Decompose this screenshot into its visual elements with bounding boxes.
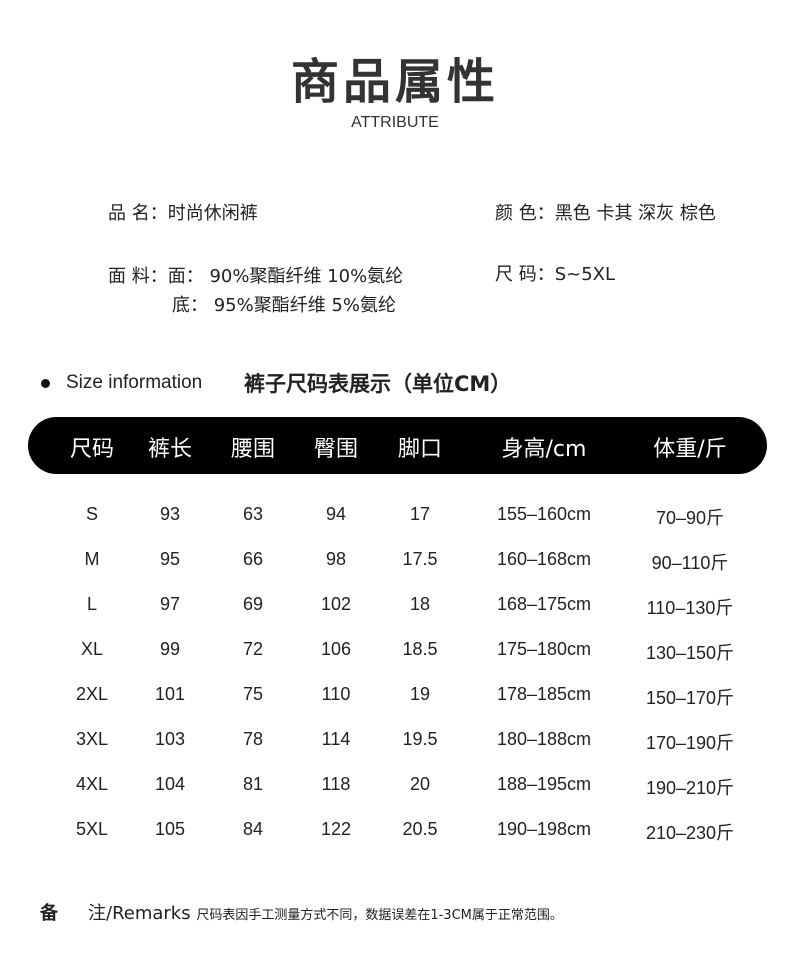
attr-size: 尺 码：S~5XL	[495, 264, 616, 285]
column-header: 脚口	[397, 437, 443, 462]
table-cell: 102	[320, 594, 352, 614]
table-cell: 72	[242, 639, 264, 659]
attr-color: 颜 色：黑色 卡其 深灰 棕色	[495, 203, 716, 224]
table-cell: 5XL	[75, 819, 109, 839]
table-cell: M	[84, 549, 100, 569]
table-cell: 66	[242, 549, 264, 569]
table-cell: XL	[80, 639, 104, 659]
size-table-header: 尺码 裤长 腰围 臀围 脚口 身高/cm 体重/斤	[28, 417, 767, 474]
table-cell: 81	[242, 774, 264, 794]
remarks-label-a: 备	[40, 903, 58, 924]
size-table-title: 裤子尺码表展示（单位CM）	[244, 372, 512, 396]
table-cell: 175–180cm	[496, 639, 592, 659]
remarks-label-b: 注/Remarks	[88, 903, 191, 924]
bullet-icon	[41, 379, 50, 388]
table-cell: 4XL	[75, 774, 109, 794]
table-cell: 210–230斤	[645, 823, 735, 843]
table-cell: 20	[409, 774, 431, 794]
table-cell: 2XL	[75, 684, 109, 704]
table-cell: 3XL	[75, 729, 109, 749]
table-cell: 17	[409, 504, 431, 524]
table-cell: 155–160cm	[496, 504, 592, 524]
column-header: 臀围	[313, 437, 359, 462]
size-info-label: Size information	[66, 372, 203, 393]
table-cell: 19	[409, 684, 431, 704]
table-cell: 122	[320, 819, 352, 839]
attr-fabric-line2: 底： 95%聚酯纤维 5%氨纶	[172, 295, 397, 316]
table-cell: 75	[242, 684, 264, 704]
table-cell: 180–188cm	[496, 729, 592, 749]
table-cell: 69	[242, 594, 264, 614]
table-cell: 190–198cm	[496, 819, 592, 839]
table-cell: 18	[409, 594, 431, 614]
table-cell: 84	[242, 819, 264, 839]
table-cell: 93	[159, 504, 181, 524]
table-cell: 90–110斤	[651, 553, 729, 573]
column-header: 尺码	[69, 437, 115, 462]
table-cell: 103	[154, 729, 186, 749]
column-header: 裤长	[147, 437, 193, 462]
column-header: 腰围	[230, 437, 276, 462]
table-cell: 188–195cm	[496, 774, 592, 794]
table-cell: 98	[325, 549, 347, 569]
table-cell: 168–175cm	[496, 594, 592, 614]
table-cell: 104	[154, 774, 186, 794]
table-cell: 178–185cm	[496, 684, 592, 704]
table-cell: 170–190斤	[645, 733, 735, 753]
table-cell: 17.5	[402, 549, 438, 569]
table-cell: 110–130斤	[646, 598, 734, 618]
table-cell: 114	[321, 729, 351, 749]
table-cell: 95	[159, 549, 181, 569]
table-cell: 70–90斤	[655, 508, 725, 528]
table-cell: 105	[154, 819, 186, 839]
table-cell: 78	[242, 729, 264, 749]
table-cell: 99	[159, 639, 181, 659]
remarks-text: 尺码表因手工测量方式不同，数据误差在1-3CM属于正常范围。	[196, 908, 563, 923]
remarks: 备 注/Remarks 尺码表因手工测量方式不同，数据误差在1-3CM属于正常范围…	[40, 899, 563, 925]
column-header: 体重/斤	[653, 437, 727, 462]
table-cell: 190–210斤	[645, 778, 735, 798]
table-cell: 20.5	[402, 819, 438, 839]
table-cell: 101	[154, 684, 186, 704]
table-cell: 118	[321, 774, 351, 794]
table-cell: 63	[242, 504, 264, 524]
table-cell: L	[86, 594, 98, 614]
attr-name: 品 名：时尚休闲裤	[108, 203, 258, 224]
table-cell: 106	[320, 639, 352, 659]
table-cell: 97	[159, 594, 181, 614]
page-title: 商品属性	[290, 54, 499, 110]
table-cell: 18.5	[402, 639, 438, 659]
table-cell: 94	[325, 504, 347, 524]
table-cell: 110	[321, 684, 351, 704]
attr-fabric-line1: 面 料：面： 90%聚酯纤维 10%氨纶	[108, 266, 404, 287]
table-cell: 19.5	[402, 729, 438, 749]
page-subtitle: ATTRIBUTE	[351, 114, 439, 131]
table-cell: 160–168cm	[496, 549, 592, 569]
table-cell: 150–170斤	[645, 688, 735, 708]
column-header: 身高/cm	[501, 437, 587, 462]
table-cell: S	[85, 504, 99, 524]
table-cell: 130–150斤	[645, 643, 735, 663]
